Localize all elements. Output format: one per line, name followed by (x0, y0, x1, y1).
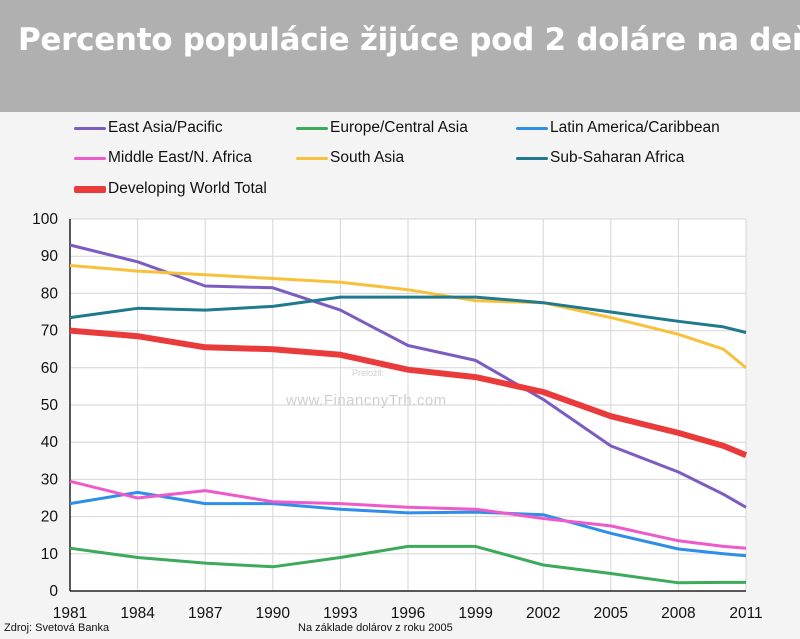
legend-label: Sub-Saharan Africa (550, 149, 685, 166)
series-line-middle-east-n-africa (69, 479, 747, 550)
grid (69, 218, 747, 592)
legend-item: East Asia/Pacific (74, 118, 223, 138)
legend-swatch (74, 156, 106, 160)
y-tick-label: 100 (32, 211, 58, 228)
watermark-url: www.FinancnyTrh.com (286, 392, 447, 409)
y-tick-label: 30 (41, 471, 59, 488)
x-tick-label: 1993 (323, 605, 357, 622)
y-tick-label: 10 (41, 546, 59, 563)
x-tick-label: 1999 (458, 605, 492, 622)
y-tick-label: 70 (41, 323, 59, 340)
x-tick-label: 1981 (53, 605, 87, 622)
legend-swatch (296, 156, 328, 160)
legend-swatch (74, 126, 106, 130)
x-tick-label: 1984 (120, 605, 155, 622)
legend-item: South Asia (296, 148, 404, 168)
base-note: Na základe dolárov z roku 2005 (298, 622, 453, 634)
legend-swatch (74, 185, 106, 193)
series-line-latin-america-caribbean (69, 490, 747, 558)
x-tick-label: 1996 (391, 605, 425, 622)
series-line-east-asia-pacific (69, 243, 747, 509)
series-line-developing-world-total (69, 327, 748, 458)
x-tick-label: 2011 (729, 605, 762, 622)
legend-label: South Asia (330, 149, 405, 166)
legend-label: Latin America/Caribbean (550, 119, 720, 136)
legend-item: Middle East/N. Africa (74, 148, 252, 168)
legend-item: Latin America/Caribbean (516, 118, 720, 138)
watermark-small: Preložil: (352, 368, 385, 378)
y-tick-label: 20 (41, 509, 59, 526)
x-tick-label: 2002 (526, 605, 560, 622)
legend-swatch (296, 126, 328, 130)
legend-label: Europe/Central Asia (330, 119, 468, 136)
header-bar: Percento populácie žijúce pod 2 doláre n… (0, 0, 800, 112)
legend-item: Sub-Saharan Africa (516, 148, 684, 168)
y-tick-label: 60 (41, 360, 59, 377)
y-tick-label: 0 (49, 583, 58, 600)
series-line-south-asia (69, 264, 747, 369)
x-tick-label: 2008 (661, 605, 695, 622)
source-note: Zdroj: Svetová Banka (4, 622, 110, 634)
series-line-sub-saharan-africa (69, 295, 747, 334)
y-tick-label: 80 (41, 285, 59, 302)
x-tick-label: 1987 (188, 605, 222, 622)
series-line-europe-central-asia (69, 544, 746, 585)
chart-title: Percento populácie žijúce pod 2 doláre n… (18, 22, 800, 58)
legend-swatch (516, 156, 548, 160)
legend-label: Middle East/N. Africa (108, 149, 252, 166)
legend-label: Developing World Total (108, 180, 267, 197)
x-tick-label: 1990 (256, 605, 291, 622)
y-tick-label: 90 (41, 248, 59, 265)
series-lines (69, 243, 748, 585)
legend-item: Europe/Central Asia (296, 118, 468, 138)
legend-label: East Asia/Pacific (108, 119, 223, 136)
legend-swatch (516, 126, 548, 130)
y-tick-label: 40 (41, 434, 59, 451)
axis-labels: 0 10 20 30 40 50 60 70 80 90 100 1981 1984 1987 1990 19… (32, 211, 763, 622)
y-tick-label: 50 (41, 397, 59, 414)
x-tick-label: 2005 (594, 605, 628, 622)
legend-item: Developing World Total (74, 179, 267, 199)
